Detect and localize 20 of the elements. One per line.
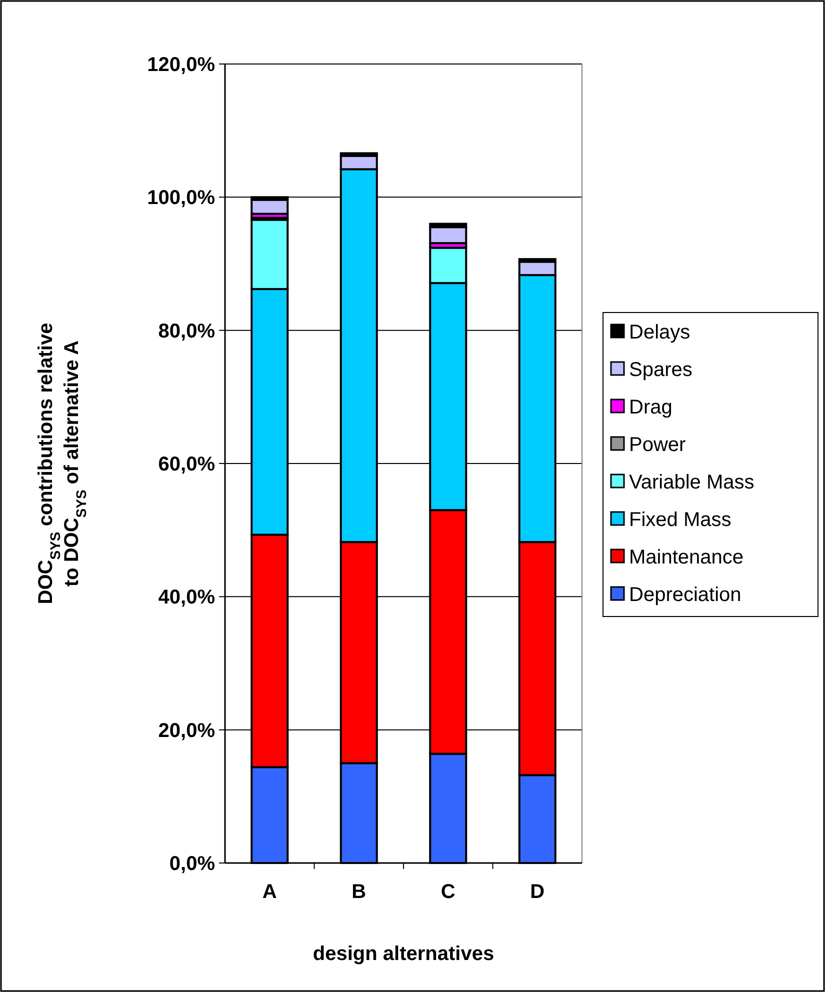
legend-label: Variable Mass xyxy=(629,472,754,494)
legend-label: Drag xyxy=(629,396,672,418)
x-tick-label: D xyxy=(530,881,545,903)
legend-label: Spares xyxy=(629,359,692,381)
y-tick-label: 20,0% xyxy=(158,720,216,742)
legend-label: Power xyxy=(629,434,686,456)
legend-label: Delays xyxy=(629,322,690,344)
legend-label: Depreciation xyxy=(629,584,742,606)
x-axis-title: design alternatives xyxy=(312,943,494,965)
x-tick-label: A xyxy=(262,881,277,903)
y-tick-label: 80,0% xyxy=(158,320,216,342)
x-tick-label: C xyxy=(440,881,456,903)
y-tick-label: 120,0% xyxy=(147,54,216,76)
y-tick-label: 40,0% xyxy=(158,586,216,609)
y-tick-label: 0,0% xyxy=(169,853,216,875)
x-tick-label: B xyxy=(352,881,366,903)
y-tick-label: 100,0% xyxy=(147,187,216,210)
legend-label: Maintenance xyxy=(629,546,744,568)
legend-label: Fixed Mass xyxy=(629,509,732,531)
y-tick-label: 60,0% xyxy=(158,454,216,476)
